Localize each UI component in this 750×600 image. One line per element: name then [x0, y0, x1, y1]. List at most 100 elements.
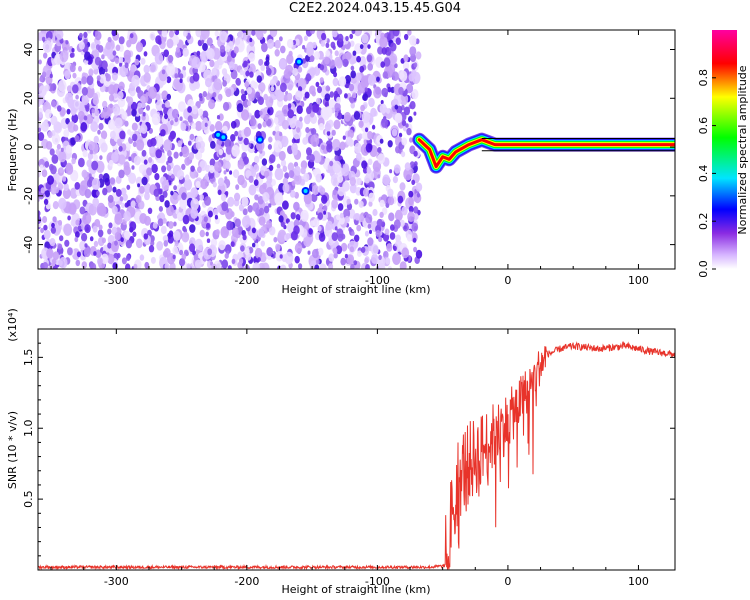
noise-speck: [125, 239, 132, 249]
noise-speck: [114, 117, 123, 129]
noise-speck: [91, 178, 101, 190]
noise-speck: [123, 210, 131, 222]
noise-speck: [174, 240, 179, 247]
noise-speck: [293, 165, 301, 176]
noise-speck: [352, 92, 357, 99]
noise-speck: [249, 71, 254, 78]
noise-speck: [163, 235, 169, 242]
noise-speck: [78, 41, 85, 50]
noise-speck: [263, 205, 270, 214]
noise-speck: [282, 200, 289, 210]
noise-speck: [130, 200, 136, 208]
noise-speck: [268, 203, 272, 208]
noise-speck: [273, 140, 283, 153]
noise-speck: [333, 90, 338, 97]
noise-speck: [43, 52, 48, 59]
noise-speck: [275, 89, 285, 102]
noise-speck: [357, 81, 366, 94]
noise-speck: [75, 259, 81, 267]
noise-speck: [154, 135, 164, 148]
noise-speck: [219, 31, 228, 43]
noise-speck: [408, 190, 414, 198]
noise-speck: [361, 160, 368, 169]
noise-speck: [126, 39, 132, 48]
noise-speck: [408, 197, 414, 206]
noise-speck: [181, 231, 190, 243]
noise-speck: [346, 136, 353, 146]
noise-speck: [304, 115, 311, 125]
noise-speck: [262, 30, 267, 34]
noise-speck: [49, 73, 53, 79]
noise-speck: [76, 251, 81, 258]
noise-speck: [202, 43, 208, 51]
noise-speck: [231, 227, 239, 238]
noise-speck: [167, 234, 175, 244]
noise-speck: [163, 139, 173, 152]
noise-speck: [214, 144, 220, 152]
snr-y-scale-label: (x10⁴): [6, 308, 19, 342]
noise-speck: [329, 160, 334, 167]
noise-speck: [222, 152, 226, 158]
noise-speck: [266, 38, 275, 50]
noise-speck: [63, 129, 70, 138]
noise-speck: [367, 63, 374, 71]
noise-speck: [160, 225, 167, 235]
noise-speck: [164, 113, 168, 120]
noise-speck: [58, 197, 67, 210]
noise-speck: [303, 35, 308, 42]
noise-speck: [403, 54, 409, 62]
noise-speck: [226, 220, 234, 231]
noise-speck: [367, 131, 373, 140]
snr-x-tick-label: 0: [504, 575, 511, 588]
noise-speck: [256, 75, 262, 83]
noise-speck: [262, 192, 270, 202]
noise-speck: [287, 103, 292, 109]
noise-speck: [107, 36, 112, 43]
noise-speck: [274, 167, 284, 181]
noise-speck: [102, 173, 110, 183]
noise-speck: [309, 55, 315, 62]
noise-speck: [146, 167, 153, 176]
noise-speck: [121, 202, 125, 209]
snr-y-label: SNR (10 * v/v): [6, 411, 19, 489]
noise-speck: [293, 174, 302, 185]
noise-speck: [394, 112, 403, 124]
noise-speck: [240, 88, 245, 95]
noise-speck: [275, 243, 281, 252]
noise-speck: [107, 242, 112, 249]
noise-speck: [244, 90, 248, 96]
noise-speck: [166, 38, 174, 49]
noise-speck: [158, 206, 163, 212]
noise-speck: [387, 265, 392, 269]
noise-speck: [299, 116, 303, 122]
noise-speck: [199, 229, 205, 238]
noise-speck: [115, 44, 121, 52]
noise-speck: [94, 56, 102, 66]
noise-speck: [166, 204, 174, 217]
noise-speck: [182, 214, 190, 225]
noise-speck: [258, 58, 264, 66]
noise-speck: [159, 194, 165, 203]
noise-speck: [58, 150, 67, 163]
noise-speck: [123, 161, 130, 171]
noise-speck: [351, 231, 355, 236]
noise-speck: [328, 263, 334, 269]
colorbar-gradient: [712, 30, 737, 269]
noise-speck: [222, 80, 228, 87]
noise-speck: [317, 247, 324, 256]
noise-speck: [120, 237, 124, 243]
noise-speck: [360, 104, 365, 112]
snr-x-tick-label: -100: [365, 575, 390, 588]
noise-speck: [163, 248, 171, 258]
noise-speck: [300, 209, 309, 222]
noise-speck: [161, 90, 169, 101]
noise-speck: [114, 240, 118, 246]
noise-speck: [377, 147, 382, 154]
noise-speck: [286, 92, 293, 101]
noise-speck: [131, 165, 135, 170]
noise-speck: [357, 250, 362, 257]
noise-speck: [75, 94, 79, 100]
noise-speck: [368, 192, 375, 203]
noise-speck: [365, 143, 373, 153]
noise-speck: [236, 103, 244, 113]
